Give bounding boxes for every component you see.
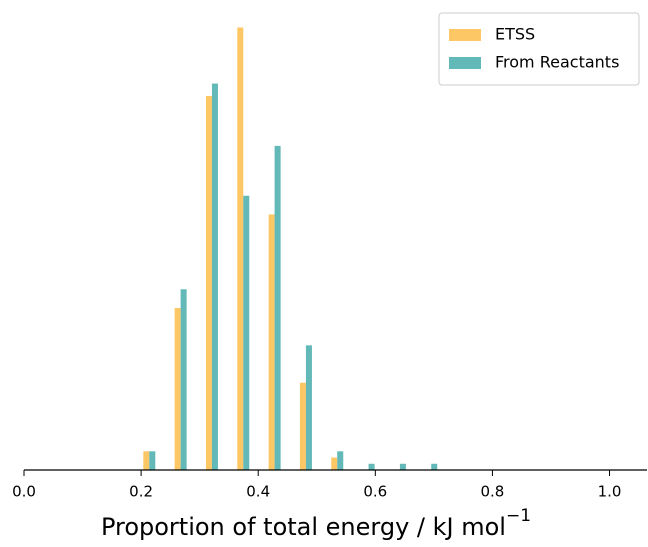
legend-box	[438, 12, 640, 86]
bar	[299, 382, 306, 470]
bar	[237, 27, 244, 470]
legend-swatch	[449, 57, 481, 69]
bar	[211, 83, 218, 470]
x-tick-label: 0.4	[246, 483, 270, 501]
bar	[431, 463, 438, 470]
x-axis-label-superscript: −1	[506, 506, 531, 526]
bar	[180, 289, 187, 470]
legend-label: From Reactants	[495, 53, 619, 72]
bar	[268, 214, 275, 470]
bar	[205, 96, 212, 470]
x-tick-label: 0.0	[12, 483, 36, 501]
x-tick-label: 1.0	[598, 483, 622, 501]
x-axis-label: Proportion of total energy / kJ mol−1	[101, 506, 531, 541]
x-tick-label: 0.8	[480, 483, 504, 501]
bar	[149, 451, 156, 470]
bar	[143, 451, 150, 470]
bar	[337, 451, 344, 470]
x-axis-label-main: Proportion of total energy / kJ mol	[101, 513, 506, 541]
x-tick-label: 0.2	[129, 483, 153, 501]
bar	[305, 345, 312, 470]
x-tick-label: 0.6	[363, 483, 387, 501]
bar	[274, 145, 281, 470]
bar	[368, 463, 375, 470]
bar	[174, 307, 181, 470]
legend-label: ETSS	[495, 25, 535, 44]
bar	[243, 195, 250, 470]
legend-swatch	[449, 29, 481, 41]
bar	[399, 463, 406, 470]
bar	[331, 457, 338, 470]
